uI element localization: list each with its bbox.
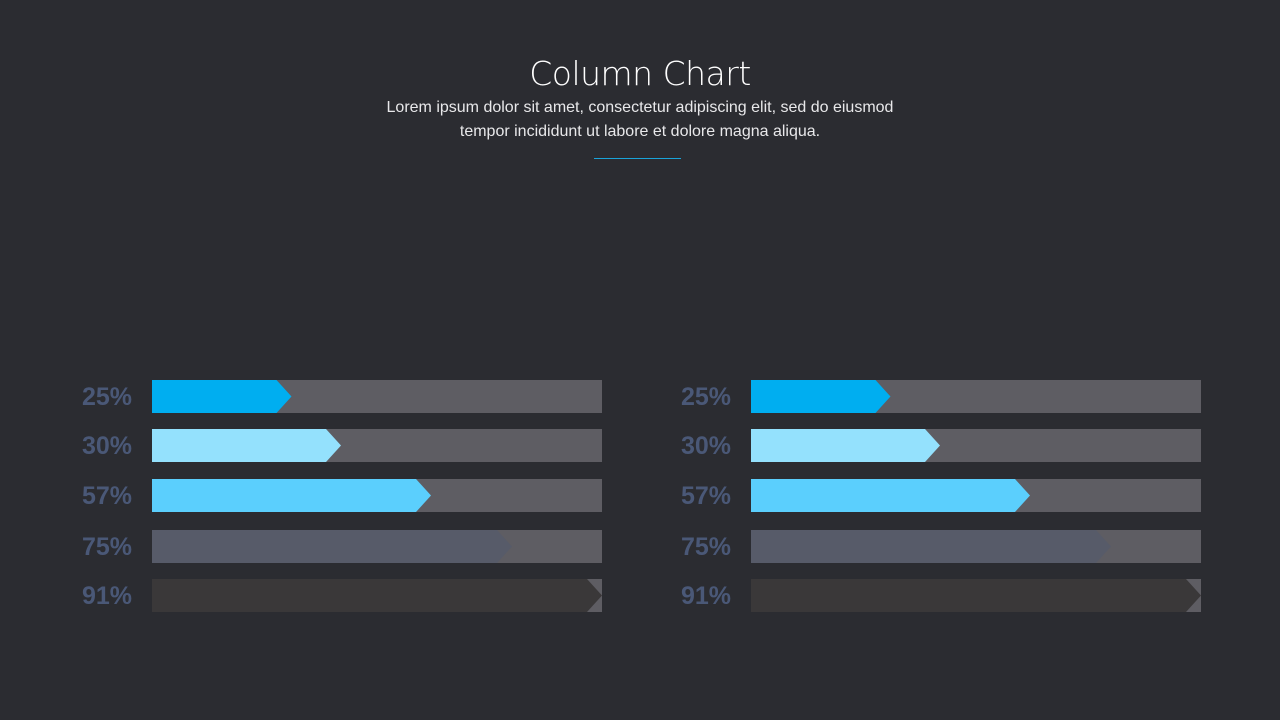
bar-fill bbox=[751, 429, 940, 462]
bar-fill bbox=[751, 380, 891, 413]
bar-fill bbox=[152, 380, 292, 413]
bar-value-label: 30% bbox=[82, 432, 133, 460]
bar-value-label: 91% bbox=[681, 582, 732, 610]
header: Column Chart Lorem ipsum dolor sit amet,… bbox=[0, 52, 1280, 144]
bar-value-label: 25% bbox=[681, 383, 732, 411]
bar-value-label: 25% bbox=[82, 383, 133, 411]
page-title: Column Chart bbox=[529, 54, 751, 93]
bar-fill bbox=[152, 479, 431, 512]
page-subtitle: Lorem ipsum dolor sit amet, consectetur … bbox=[386, 99, 894, 140]
bar-value-label: 75% bbox=[681, 533, 732, 561]
bar-value-label: 57% bbox=[82, 482, 133, 510]
bar-fill bbox=[152, 429, 341, 462]
bar-value-label: 75% bbox=[82, 533, 133, 561]
title-divider bbox=[594, 158, 681, 159]
bar-value-label: 57% bbox=[681, 482, 732, 510]
bar-value-label: 91% bbox=[82, 582, 133, 610]
bar-value-label: 30% bbox=[681, 432, 732, 460]
bar-fill bbox=[751, 530, 1111, 563]
bar-fill bbox=[751, 479, 1030, 512]
bar-fill bbox=[152, 579, 602, 612]
bar-fill bbox=[751, 579, 1201, 612]
bar-fill bbox=[152, 530, 512, 563]
